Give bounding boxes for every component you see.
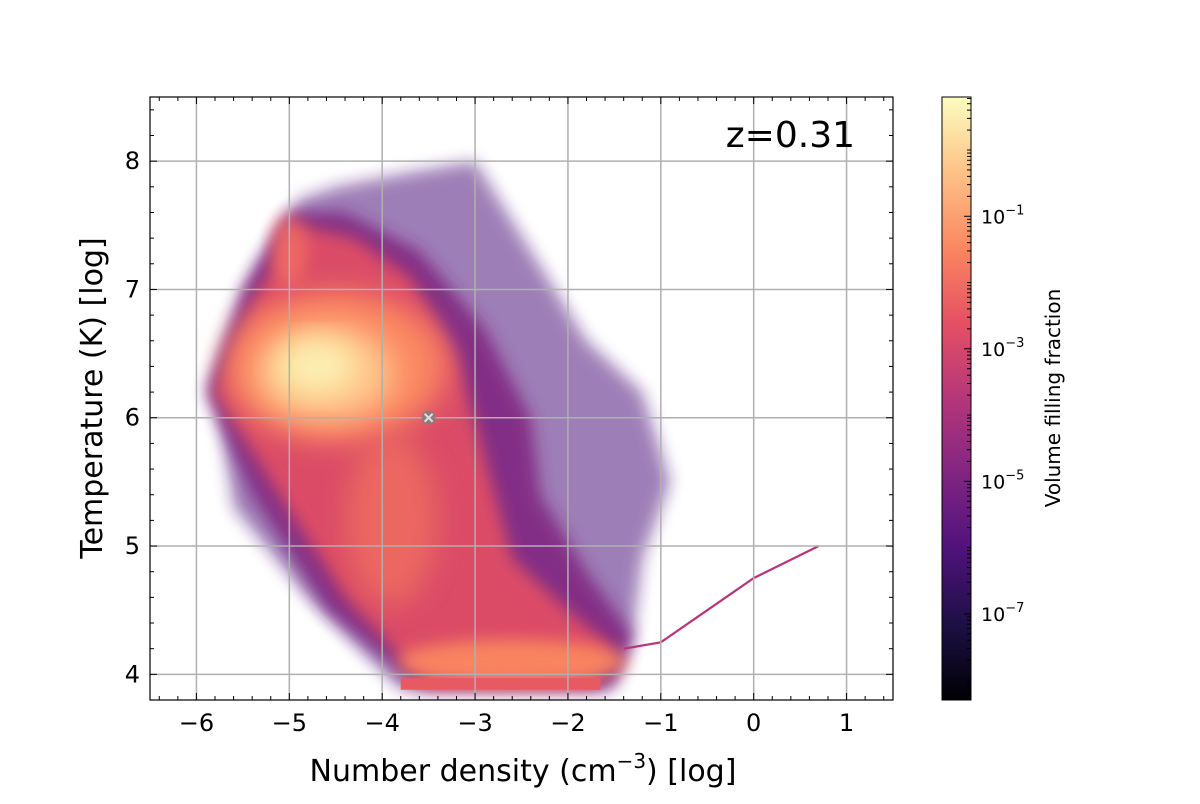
x-tick-label: −2 (550, 709, 585, 737)
colorbar (941, 96, 972, 701)
y-tick-label: 7 (125, 275, 140, 303)
density-branch-orange (346, 435, 437, 606)
eos-track (623, 545, 820, 650)
histogram-density (205, 161, 820, 690)
x-axis-label-post: ) [log] (646, 754, 736, 789)
colorbar-label: Volume filling fraction (1041, 289, 1065, 508)
x-tick-label: −5 (272, 709, 307, 737)
redshift-annotation: z=0.31 (726, 115, 855, 156)
colorbar-tick-label: 10−5 (981, 468, 1024, 493)
colorbar-tick-base: 10 (981, 339, 1005, 361)
colorbar-tick-label: 10−3 (981, 336, 1024, 361)
grid-lines (150, 97, 893, 700)
colorbar-tick-label: 10−7 (981, 601, 1024, 626)
y-tick-label: 6 (125, 404, 140, 432)
colorbar-tick-exponent: −7 (1005, 601, 1024, 616)
colorbar-tick-base: 10 (981, 604, 1005, 626)
x-tick-label: −4 (364, 709, 399, 737)
x-axis-label-sup: −3 (617, 749, 646, 773)
x-tick-label: 0 (746, 709, 761, 737)
x-axis-ticks: −6 −5 −4 −3 −2 −1 0 1 (158, 97, 885, 737)
x-axis-label: Number density (cm−3) [log] (310, 749, 737, 789)
density-peak-core (277, 338, 358, 395)
colorbar-ticks: 10−710−510−310−1 (964, 97, 1024, 696)
colorbar-tick-exponent: −3 (1005, 336, 1024, 351)
x-tick-label: −6 (179, 709, 214, 737)
x-tick-label: −1 (643, 709, 678, 737)
x-axis-label-pre: Number density (cm (310, 754, 617, 789)
colorbar-tick-label: 10−1 (981, 203, 1024, 228)
density-floor-band (397, 639, 628, 684)
marker-x-stroke-b (423, 413, 434, 423)
y-axis-ticks: 4 5 6 7 8 (125, 109, 893, 701)
colorbar-tick-base: 10 (981, 206, 1005, 228)
colorbar-tick-exponent: −1 (1005, 203, 1024, 218)
colorbar-tick-exponent: −5 (1005, 468, 1024, 483)
plot-frame (149, 96, 894, 701)
y-axis-label: Temperature (K) [log] (75, 237, 110, 559)
x-tick-label: 1 (839, 709, 854, 737)
y-tick-label: 5 (125, 532, 140, 560)
y-tick-label: 4 (125, 660, 140, 688)
reference-x-marker (421, 410, 436, 425)
density-floor-edge (400, 678, 601, 690)
x-tick-label: −3 (457, 709, 492, 737)
colorbar-tick-base: 10 (981, 471, 1005, 493)
y-tick-label: 8 (125, 147, 140, 175)
